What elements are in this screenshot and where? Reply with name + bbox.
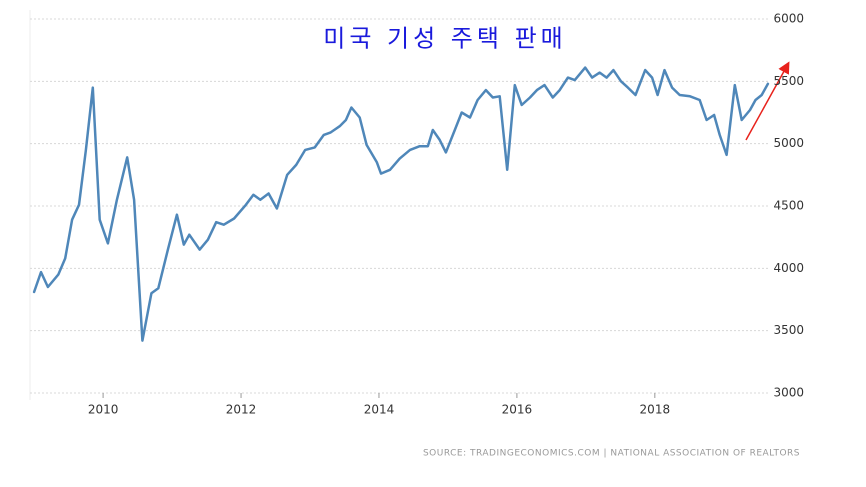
y-tick-label: 4500: [773, 199, 804, 213]
y-tick-label: 3000: [773, 386, 804, 400]
y-tick-label: 3500: [773, 323, 804, 337]
x-tick-label: 2012: [226, 403, 257, 417]
y-tick-label: 5500: [773, 74, 804, 88]
trend-arrow: [745, 61, 790, 141]
y-tick-label: 6000: [773, 12, 804, 26]
plot-area: [32, 66, 770, 342]
x-tick-label: 2010: [88, 403, 119, 417]
x-tick-label: 2014: [364, 403, 395, 417]
grid: [30, 18, 770, 398]
x-tick-label: 2018: [640, 403, 671, 417]
y-tick-label: 4000: [773, 261, 804, 275]
chart-title: 미국 기성 주택 판매: [323, 25, 567, 53]
y-tick-label: 5000: [773, 136, 804, 150]
x-tick-label: 2016: [502, 403, 533, 417]
source-note: SOURCE: TRADINGECONOMICS.COM | NATIONAL …: [423, 449, 800, 459]
data-line: [32, 66, 770, 342]
